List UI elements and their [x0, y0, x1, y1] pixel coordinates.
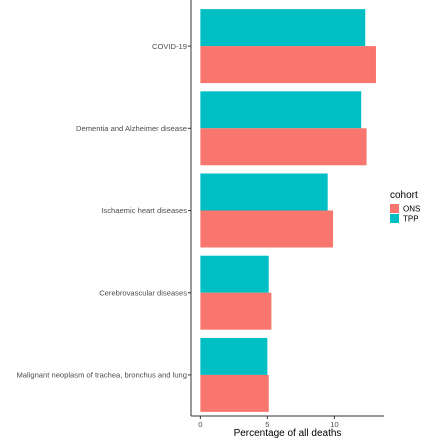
bar-tpp-ischaemic-heart-diseases — [200, 173, 328, 211]
y-axis: COVID-19 Dementia and Alzheimer disease Is… — [16, 0, 192, 416]
x-tick-label: 0 — [198, 420, 202, 429]
bars-layer — [200, 9, 376, 412]
bar-ons-ischaemic-heart-diseases — [200, 210, 334, 248]
bar-ons-malignant-neoplasm-of-trachea-bronchus-and-lung — [200, 374, 269, 412]
bar-tpp-malignant-neoplasm-of-trachea-bronchus-and-lung — [200, 337, 268, 375]
bar-tpp-covid-19 — [200, 9, 366, 47]
legend-label-tpp: TPP — [403, 215, 419, 224]
y-tick-label: Dementia and Alzheimer disease — [76, 124, 187, 133]
x-tick-label: 10 — [330, 420, 338, 429]
legend-label-ons: ONS — [403, 205, 420, 214]
bar-tpp-cerebrovascular-diseases — [200, 255, 269, 293]
bar-ons-dementia-and-alzheimer-disease — [200, 128, 367, 166]
legend-key-ons — [390, 204, 399, 213]
legend-key-tpp — [390, 214, 399, 223]
legend-title: cohort — [390, 190, 418, 201]
y-tick-label: COVID-19 — [152, 42, 187, 51]
bar-tpp-dementia-and-alzheimer-disease — [200, 91, 362, 129]
y-tick-label: Cerebrovascular diseases — [99, 288, 187, 297]
x-axis-title: Percentage of all deaths — [234, 428, 342, 439]
x-axis: 0 5 10 — [191, 415, 384, 429]
y-tick-label: Ischaemic heart diseases — [101, 206, 187, 215]
x-tick-label: 5 — [265, 420, 269, 429]
bar-ons-cerebrovascular-diseases — [200, 292, 272, 330]
y-tick-label: Malignant neoplasm of trachea, bronchus … — [16, 371, 187, 380]
bar-ons-covid-19 — [200, 46, 376, 84]
